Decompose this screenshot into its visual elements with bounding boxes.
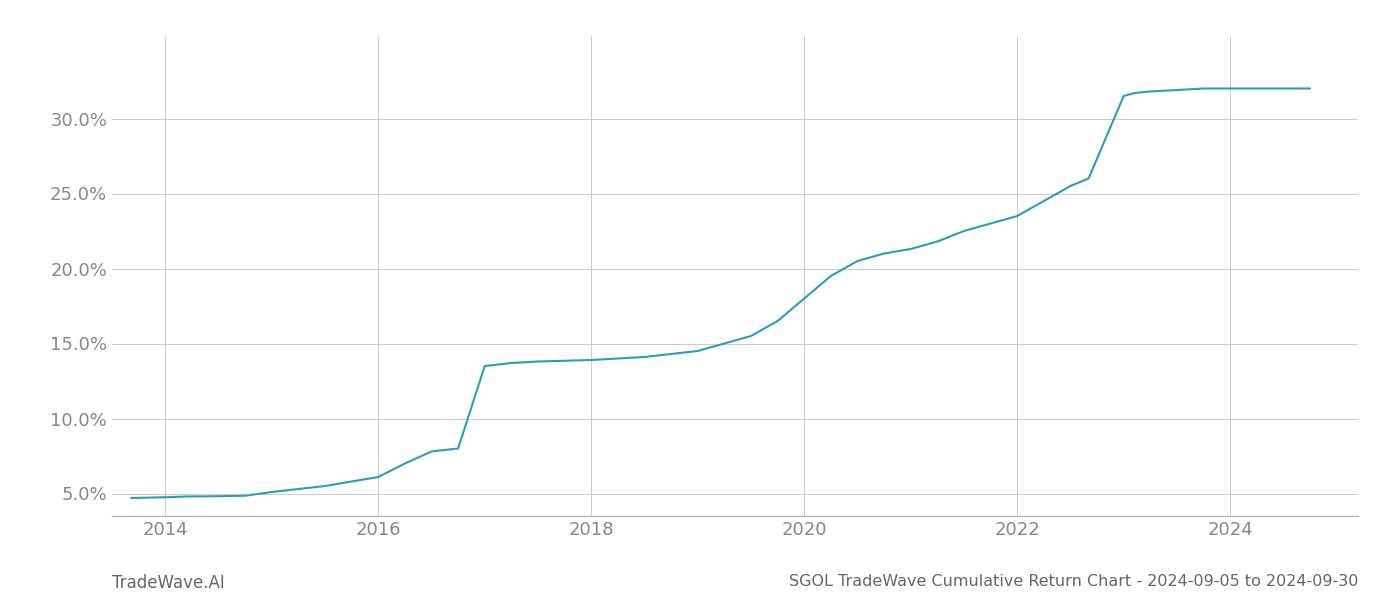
Text: SGOL TradeWave Cumulative Return Chart - 2024-09-05 to 2024-09-30: SGOL TradeWave Cumulative Return Chart -… [788, 574, 1358, 589]
Text: TradeWave.AI: TradeWave.AI [112, 574, 225, 592]
